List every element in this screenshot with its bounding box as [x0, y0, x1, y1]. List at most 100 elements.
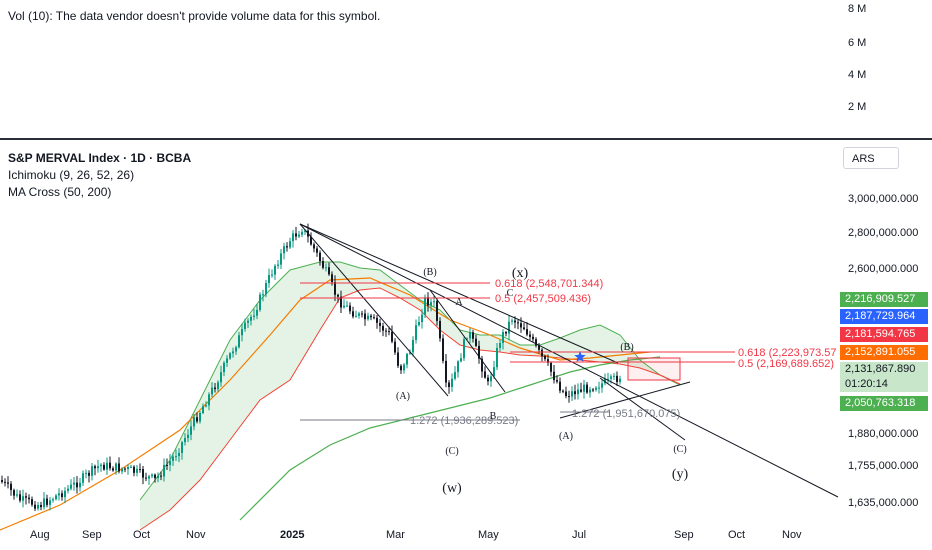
trend-line — [429, 289, 506, 393]
candle-down — [556, 380, 558, 382]
candle-up — [496, 348, 498, 368]
wave-label: (A) — [559, 431, 573, 442]
indicator-ma-cross-label[interactable]: MA Cross (50, 200) — [8, 185, 112, 199]
candle-up — [223, 362, 225, 373]
candle-up — [589, 389, 591, 393]
candle-down — [475, 338, 477, 346]
candle-down — [7, 482, 9, 484]
candle-up — [217, 382, 219, 390]
extension-label: 1.272 (1,951,670.075) — [572, 408, 680, 420]
candle-up — [274, 265, 276, 275]
price-tick: 3,000,000.000 — [848, 193, 919, 205]
candle-up — [418, 322, 420, 326]
candle-down — [10, 483, 12, 491]
wave-label: (B) — [423, 267, 436, 278]
candle-up — [58, 493, 60, 496]
candle-up — [433, 301, 435, 303]
trend-line — [599, 377, 686, 441]
candle-down — [505, 331, 507, 334]
currency-selector[interactable]: ARS — [843, 147, 899, 169]
candle-up — [571, 391, 573, 397]
candle-down — [61, 493, 63, 498]
candle-up — [406, 353, 408, 365]
candle-down — [544, 356, 546, 360]
volume-note: Vol (10): The data vendor doesn't provid… — [8, 9, 381, 23]
candle-up — [211, 387, 213, 395]
candle-down — [514, 320, 516, 323]
trend-line — [299, 223, 619, 364]
candle-down — [349, 305, 351, 312]
price-badge: 2,187,729.964 — [840, 309, 928, 324]
candle-down — [322, 261, 324, 268]
pane-divider[interactable] — [0, 138, 932, 140]
candle-down — [25, 496, 27, 498]
candle-up — [79, 482, 81, 488]
candle-up — [262, 294, 264, 296]
candle-down — [541, 349, 543, 357]
wave-label: B — [490, 411, 497, 422]
volume-tick: 8 M — [848, 3, 867, 15]
candle-up — [508, 321, 510, 334]
candle-down — [517, 322, 519, 324]
indicator-ichimoku-label[interactable]: Ichimoku (9, 26, 52, 26) — [8, 168, 135, 182]
candle-down — [313, 244, 315, 249]
candle-up — [208, 394, 210, 406]
candle-up — [289, 241, 291, 248]
candle-down — [484, 371, 486, 378]
candle-up — [424, 297, 426, 315]
candle-down — [559, 381, 561, 391]
candle-down — [94, 466, 96, 469]
candle-down — [28, 497, 30, 500]
candle-down — [286, 246, 288, 248]
candle-down — [592, 389, 594, 391]
candle-up — [148, 476, 150, 479]
candle-up — [268, 275, 270, 284]
candle-up — [190, 426, 192, 435]
time-tick: 2025 — [280, 529, 305, 541]
volume-tick: 6 M — [848, 37, 867, 49]
candle-down — [550, 362, 552, 372]
candle-down — [400, 365, 402, 371]
volume-pane: Vol (10): The data vendor doesn't provid… — [0, 0, 932, 138]
candle-up — [583, 384, 585, 392]
candle-down — [562, 390, 564, 392]
wave-label: (w) — [442, 481, 462, 496]
fib-zone — [627, 357, 681, 381]
candle-down — [118, 463, 120, 472]
candle-up — [64, 490, 66, 498]
candle-down — [436, 301, 438, 321]
candle-up — [241, 329, 243, 336]
candle-up — [292, 233, 294, 242]
candle-up — [595, 387, 597, 390]
wave-label: (B) — [620, 342, 633, 353]
candle-up — [97, 466, 99, 469]
candle-down — [379, 322, 381, 326]
candle-up — [451, 378, 453, 388]
candle-up — [280, 253, 282, 265]
price-tick: 1,880,000.000 — [848, 428, 919, 440]
time-tick: Nov — [186, 529, 206, 541]
candle-down — [472, 332, 474, 339]
extension-label: 1.272 (1,936,289.523) — [410, 415, 518, 427]
candle-up — [253, 315, 255, 317]
candle-down — [448, 382, 450, 388]
candle-down — [397, 352, 399, 366]
wave-label: (C) — [673, 444, 686, 455]
candle-up — [232, 351, 234, 354]
candle-up — [73, 482, 75, 485]
candle-down — [526, 329, 528, 335]
candle-up — [250, 316, 252, 321]
candle-up — [346, 305, 348, 307]
candle-up — [70, 484, 72, 489]
candle-down — [340, 296, 342, 308]
trend-line — [299, 223, 839, 498]
candle-up — [343, 305, 345, 308]
candle-up — [259, 294, 261, 310]
candle-up — [172, 456, 174, 461]
wave-label: (A) — [396, 391, 410, 402]
candle-down — [142, 469, 144, 478]
candle-up — [199, 413, 201, 422]
chart-title[interactable]: S&P MERVAL Index · 1D · BCBA — [8, 151, 192, 165]
candle-down — [388, 331, 390, 333]
